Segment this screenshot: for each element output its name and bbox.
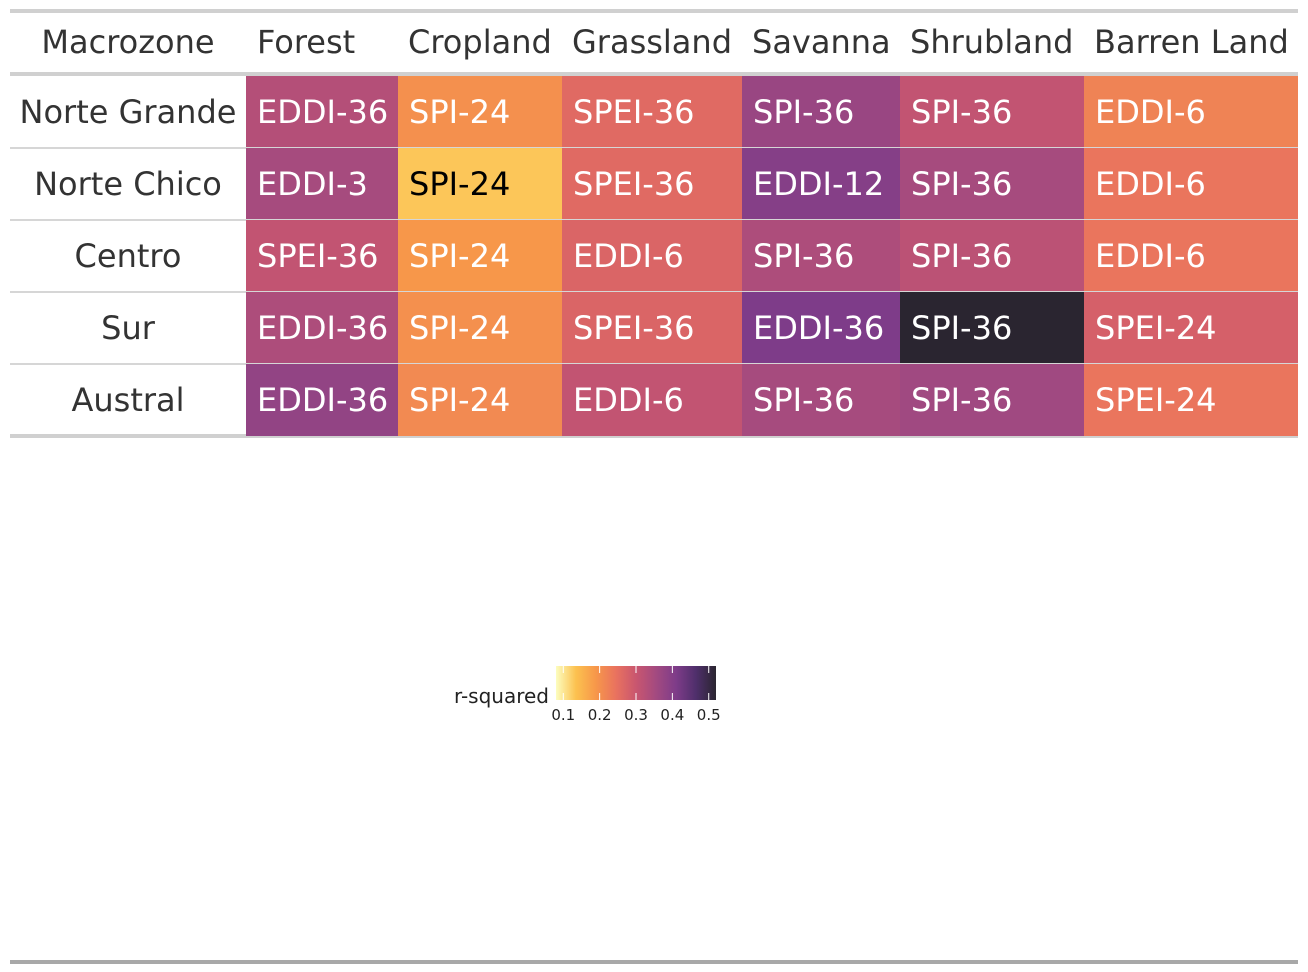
row-label: Norte Grande (19, 93, 237, 131)
column-header-cropland: Cropland (408, 23, 552, 61)
heatmap-cell: SPI-36 (742, 76, 900, 148)
heatmap-cell: EDDI-6 (1084, 148, 1298, 220)
heatmap-cell: EDDI-6 (562, 364, 742, 436)
column-header-forest: Forest (257, 23, 356, 61)
heatmap-cell: SPI-36 (742, 364, 900, 436)
row-label: Sur (101, 309, 155, 347)
heatmap-cell: SPI-24 (398, 292, 562, 364)
heatmap-cell: EDDI-6 (1084, 220, 1298, 292)
legend-colorbar (556, 666, 716, 700)
heatmap-cell: SPI-36 (900, 364, 1084, 436)
heatmap-cell: EDDI-36 (742, 292, 900, 364)
heatmap-cell: SPEI-36 (246, 220, 398, 292)
column-header-savanna: Savanna (752, 23, 891, 61)
heatmap-cell: SPI-24 (398, 76, 562, 148)
legend-title: r-squared (454, 684, 549, 708)
table-bottom-rule (10, 434, 1298, 438)
heatmap-cell: EDDI-36 (246, 364, 398, 436)
heatmap-cell: EDDI-6 (562, 220, 742, 292)
column-header-grassland: Grassland (572, 23, 732, 61)
heatmap-cell: SPEI-36 (562, 76, 742, 148)
heatmap-cell: SPI-36 (742, 220, 900, 292)
heatmap-cell: EDDI-12 (742, 148, 900, 220)
heatmap-cell: SPEI-24 (1084, 364, 1298, 436)
heatmap-cell: SPI-24 (398, 364, 562, 436)
column-header-shrubland: Shrubland (910, 23, 1074, 61)
heatmap-cell: EDDI-3 (246, 148, 398, 220)
heatmap-cell: SPI-36 (900, 76, 1084, 148)
row-label: Norte Chico (34, 165, 222, 203)
legend-tick-label: 0.3 (624, 706, 648, 724)
table-top-rule (10, 9, 1298, 13)
heatmap-cell: SPI-36 (900, 292, 1084, 364)
header-rule (10, 72, 1298, 76)
heatmap-cell: SPI-24 (398, 148, 562, 220)
column-header-barren-land: Barren Land (1094, 23, 1289, 61)
legend-tick-label: 0.2 (587, 706, 612, 724)
heatmap-cell: SPI-36 (900, 220, 1084, 292)
footer-rule (10, 960, 1298, 964)
heatmap-cell: SPEI-36 (562, 148, 742, 220)
heatmap-cell: SPEI-24 (1084, 292, 1298, 364)
column-header-macrozone: Macrozone (41, 23, 215, 61)
heatmap-cell: SPI-24 (398, 220, 562, 292)
heatmap-cell: EDDI-6 (1084, 76, 1298, 148)
row-label: Austral (71, 381, 185, 419)
legend-tick-label: 0.1 (551, 706, 576, 724)
legend-tick-label: 0.5 (696, 706, 721, 724)
row-label: Centro (74, 237, 182, 275)
heatmap-cell: EDDI-36 (246, 292, 398, 364)
heatmap-cell: SPEI-36 (562, 292, 742, 364)
heatmap-cell: SPI-36 (900, 148, 1084, 220)
heatmap-cell: EDDI-36 (246, 76, 398, 148)
legend-tick-label: 0.4 (660, 706, 685, 724)
